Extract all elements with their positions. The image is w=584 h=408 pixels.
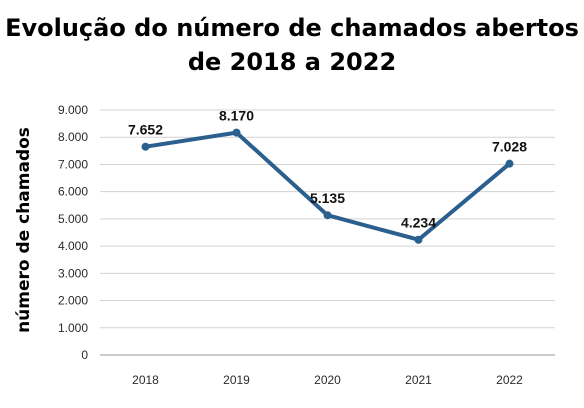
data-point	[141, 142, 150, 151]
x-tick-label: 2022	[496, 373, 523, 387]
data-point	[505, 159, 514, 168]
data-point	[323, 211, 332, 220]
gridlines	[100, 109, 555, 356]
data-point	[414, 235, 423, 244]
x-tick-labels: 2018 2019 2020 2021 2022	[132, 373, 523, 387]
y-tick-labels: 0 1.000 2.000 3.000 4.000 5.000 6.000 7.000 8.00…	[58, 103, 88, 362]
y-tick-label: 4.000	[58, 239, 88, 253]
y-tick-label: 6.000	[58, 185, 88, 199]
chart-title-line-2: de 2018 a 2022	[188, 48, 396, 76]
data-label: 8.170	[219, 108, 254, 124]
series-line	[143, 130, 512, 242]
x-tick-label: 2018	[132, 373, 159, 387]
y-tick-label: 3.000	[58, 266, 88, 280]
data-label: 4.234	[401, 215, 436, 231]
y-tick-label: 1.000	[58, 321, 88, 335]
x-tick-label: 2021	[405, 373, 432, 387]
y-tick-label: 7.000	[58, 157, 88, 171]
x-tick-label: 2020	[314, 373, 341, 387]
data-point	[232, 128, 241, 137]
y-tick-label: 9.000	[58, 103, 88, 117]
y-tick-label: 0	[81, 348, 88, 362]
data-label: 7.652	[128, 122, 163, 138]
x-tick-label: 2019	[223, 373, 250, 387]
y-tick-label: 5.000	[58, 212, 88, 226]
data-label: 5.135	[310, 190, 345, 206]
chart-title-line-1: Evolução do número de chamados abertos	[5, 14, 579, 42]
data-points	[141, 128, 514, 244]
y-tick-label: 2.000	[58, 294, 88, 308]
y-axis-label: número de chamados	[14, 127, 34, 333]
y-tick-label: 8.000	[58, 130, 88, 144]
data-label: 7.028	[492, 139, 527, 155]
data-labels: 7.652 8.170 5.135 4.234 7.028	[128, 108, 527, 231]
